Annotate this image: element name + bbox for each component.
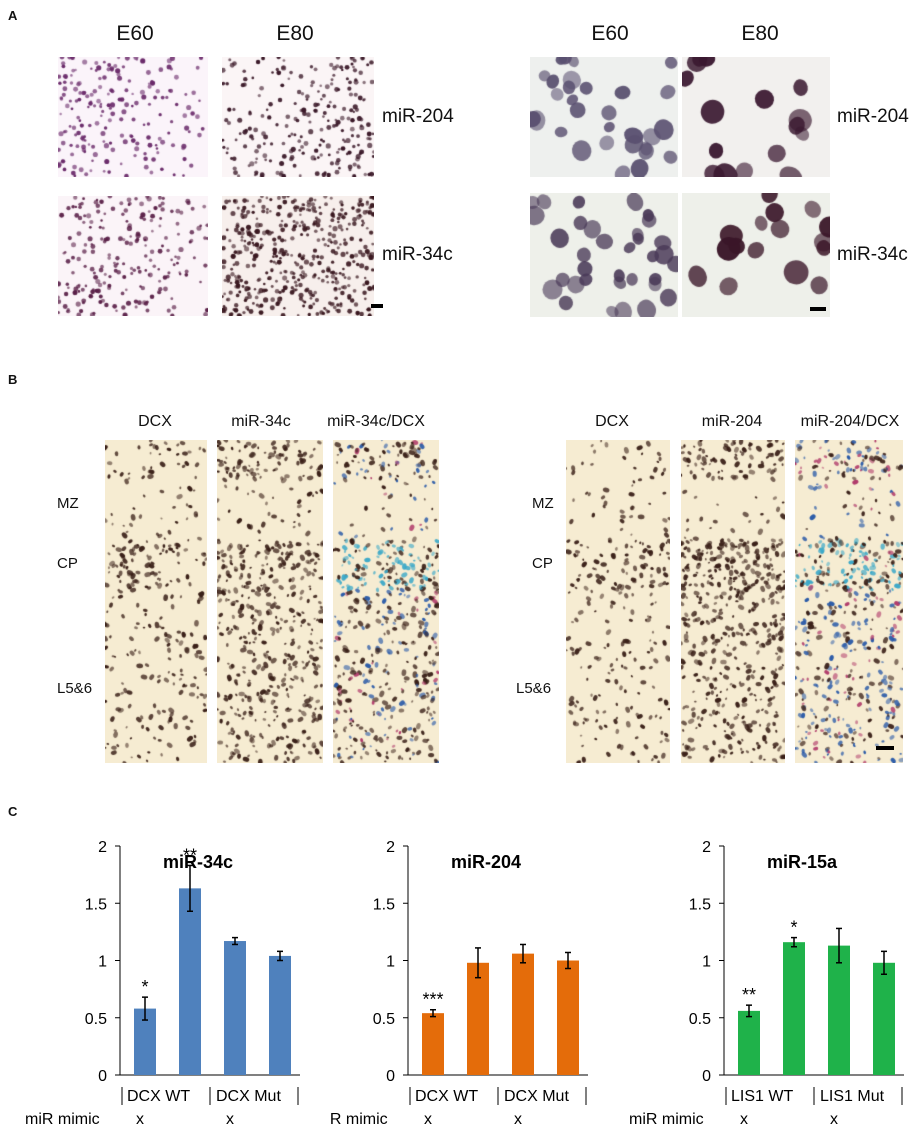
y-tick-label: 2 (386, 839, 395, 856)
b-left-zone-mz: MZ (57, 495, 79, 512)
b-left-dcx-image (105, 440, 207, 763)
a-left-scale-bar (371, 304, 383, 308)
a-left-row-mir34c: miR-34c (382, 244, 453, 265)
bar (467, 962, 489, 1075)
mimic-mark: x (226, 1111, 234, 1128)
a-left-row-mir204: miR-204 (382, 106, 454, 127)
b-left-col-mir34c-dcx: miR-34c/DCX (327, 413, 425, 430)
a-right-e80-mir34c-image (682, 193, 830, 317)
y-tick-label: 0 (386, 1068, 395, 1085)
b-right-zone-cp: CP (532, 555, 553, 572)
bar (179, 888, 201, 1075)
group-label-1: DCX WT (415, 1088, 478, 1105)
y-tick-label: 1 (386, 954, 395, 971)
y-tick-label: 1 (98, 954, 107, 971)
y-tick-label: 1 (702, 954, 711, 971)
row-label-mimic: miR mimic (25, 1111, 100, 1128)
significance-label: * (790, 918, 797, 938)
a-right-col-e60: E60 (591, 22, 629, 45)
a-left-e80-mir34c-image (222, 196, 374, 316)
group-label-1: DCX WT (127, 1088, 190, 1105)
bar (557, 960, 579, 1075)
b-right-col-dcx: DCX (595, 413, 629, 430)
mimic-mark: x (136, 1111, 144, 1128)
b-right-merge-image (795, 440, 903, 763)
a-right-row-mir204: miR-204 (837, 106, 909, 127)
chart-title: miR-15a (767, 852, 838, 872)
a-left-e60-mir204-image (58, 57, 208, 177)
bar (873, 962, 895, 1075)
bar (224, 941, 246, 1075)
panel-letter-c: C (8, 804, 18, 819)
mimic-mark: x (514, 1111, 522, 1128)
a-right-col-e80: E80 (741, 22, 779, 45)
b-left-zone-l56: L5&6 (57, 680, 93, 697)
chart-title: miR-204 (451, 852, 521, 872)
row-label-mimic: miR mimic (629, 1111, 704, 1128)
y-tick-label: 0.5 (373, 1011, 395, 1028)
a-right-e60-mir204-image (530, 57, 678, 177)
significance-label: * (141, 977, 148, 997)
row-label-mimic: miR mimic (330, 1111, 388, 1128)
group-label-1: LIS1 WT (731, 1088, 793, 1105)
bar (783, 942, 805, 1075)
mimic-mark: x (424, 1111, 432, 1128)
significance-label: ** (183, 845, 197, 865)
bar (738, 1010, 760, 1075)
a-left-e80-mir204-image (222, 57, 374, 177)
b-left-col-dcx: DCX (138, 413, 172, 430)
bar (512, 953, 534, 1075)
b-left-merge-image (333, 440, 439, 763)
group-label-2: DCX Mut (216, 1088, 281, 1105)
a-right-row-mir34c: miR-34c (837, 244, 908, 265)
group-label-2: LIS1 Mut (820, 1088, 885, 1105)
mimic-mark: x (740, 1111, 748, 1128)
y-tick-label: 1.5 (373, 896, 395, 913)
b-right-scale-bar (876, 746, 894, 750)
group-label-2: DCX Mut (504, 1088, 569, 1105)
y-tick-label: 2 (702, 839, 711, 856)
y-tick-label: 0.5 (85, 1011, 107, 1028)
a-left-col-e80: E80 (276, 22, 314, 45)
y-tick-label: 0 (702, 1068, 711, 1085)
y-tick-label: 1.5 (85, 896, 107, 913)
bar (422, 1013, 444, 1075)
b-right-dcx-image (566, 440, 670, 763)
y-tick-label: 2 (98, 839, 107, 856)
y-tick-label: 0 (98, 1068, 107, 1085)
bar (134, 1008, 156, 1075)
panel-letter-b: B (8, 372, 18, 387)
bar (269, 955, 291, 1075)
y-tick-label: 0.5 (689, 1011, 711, 1028)
b-right-mir204-image (681, 440, 785, 763)
significance-label: *** (422, 990, 443, 1010)
b-left-zone-cp: CP (57, 555, 78, 572)
a-left-e60-mir34c-image (58, 196, 208, 316)
a-left-col-e60: E60 (116, 22, 154, 45)
b-left-col-mir34c: miR-34c (231, 413, 291, 430)
chart-title: miR-34c (163, 852, 233, 872)
b-right-col-mir204: miR-204 (701, 413, 763, 430)
b-right-col-mir204-dcx: miR-204/DCX (800, 413, 900, 430)
b-right-zone-mz: MZ (532, 495, 554, 512)
bar (828, 945, 850, 1075)
mimic-mark: x (830, 1111, 838, 1128)
a-right-e80-mir204-image (682, 57, 830, 177)
b-right-zone-l56: L5&6 (516, 680, 552, 697)
a-right-e60-mir34c-image (530, 193, 678, 317)
significance-label: ** (742, 985, 756, 1005)
y-tick-label: 1.5 (689, 896, 711, 913)
a-right-scale-bar (810, 307, 826, 311)
panel-letter-a: A (8, 8, 18, 23)
b-left-mir34c-image (217, 440, 323, 763)
